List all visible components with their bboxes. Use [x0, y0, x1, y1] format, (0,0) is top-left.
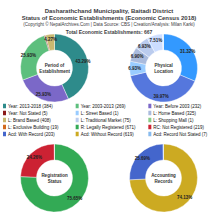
svg-text:R: Legally Registered (671): R: Legally Registered (671)	[81, 125, 136, 130]
svg-text:Acd: Record Not Stated (7): Acd: Record Not Stated (7)	[153, 132, 208, 137]
svg-text:L: Traditional Market (75): L: Traditional Market (75)	[81, 118, 132, 123]
svg-text:Location: Location	[154, 69, 173, 74]
svg-text:Establishment: Establishment	[39, 69, 70, 74]
svg-text:L: Home Based (325): L: Home Based (325)	[153, 111, 196, 116]
svg-text:Year: 2013-2018 (384): Year: 2013-2018 (384)	[8, 104, 53, 109]
svg-text:25.93%: 25.93%	[21, 53, 36, 58]
svg-text:7.51%: 7.51%	[150, 38, 163, 43]
svg-text:Total Economic Establishments:: Total Economic Establishments: 667	[66, 29, 153, 35]
svg-text:43.29%: 43.29%	[75, 59, 90, 64]
svg-text:Year: Before 2003 (232): Year: Before 2003 (232)	[153, 104, 201, 109]
svg-text:(Copyright © NepalArchives.Com: (Copyright © NepalArchives.Com | Data So…	[23, 21, 195, 27]
svg-text:L: Shopping Mall (1): L: Shopping Mall (1)	[153, 118, 194, 123]
svg-text:74.13%: 74.13%	[177, 195, 192, 200]
svg-text:Period of: Period of	[45, 63, 65, 68]
svg-text:4.27%: 4.27%	[44, 37, 57, 42]
svg-text:75.65%: 75.65%	[67, 196, 82, 201]
svg-text:Status: Status	[48, 179, 62, 184]
svg-text:L: Exclusive Building (19): L: Exclusive Building (19)	[8, 125, 59, 130]
svg-text:RC: Not Registered (219): RC: Not Registered (219)	[153, 125, 204, 130]
svg-text:6.93%: 6.93%	[138, 44, 151, 49]
svg-text:39.97%: 39.97%	[153, 94, 168, 99]
svg-text:Dasharathchand Municipality, B: Dasharathchand Municipality, Baitadi Dis…	[45, 8, 174, 14]
svg-text:Status of Economic Establishme: Status of Economic Establishments (Econo…	[22, 15, 197, 21]
svg-text:L: Street Based (1): L: Street Based (1)	[81, 111, 119, 116]
svg-text:Records: Records	[154, 179, 173, 184]
svg-text:Acd: Without Record (619): Acd: Without Record (619)	[81, 132, 135, 137]
svg-text:31.32%: 31.32%	[180, 49, 195, 54]
svg-text:Registration: Registration	[41, 173, 68, 178]
svg-text:6.93%: 6.93%	[128, 66, 141, 71]
svg-text:25.93%: 25.93%	[36, 92, 51, 97]
svg-text:L: Brand Based (408): L: Brand Based (408)	[8, 118, 51, 123]
svg-text:25.69%: 25.69%	[135, 156, 150, 161]
svg-text:Year: Not Stated (5): Year: Not Stated (5)	[8, 111, 48, 116]
svg-text:6.90%: 6.90%	[131, 54, 144, 59]
svg-text:24.26%: 24.26%	[27, 155, 42, 160]
svg-text:Year: 2003-2013 (269): Year: 2003-2013 (269)	[81, 104, 126, 109]
svg-text:Acd: With Record (203): Acd: With Record (203)	[8, 132, 55, 137]
svg-text:Accounting: Accounting	[151, 173, 176, 178]
svg-text:Physical: Physical	[154, 63, 172, 68]
